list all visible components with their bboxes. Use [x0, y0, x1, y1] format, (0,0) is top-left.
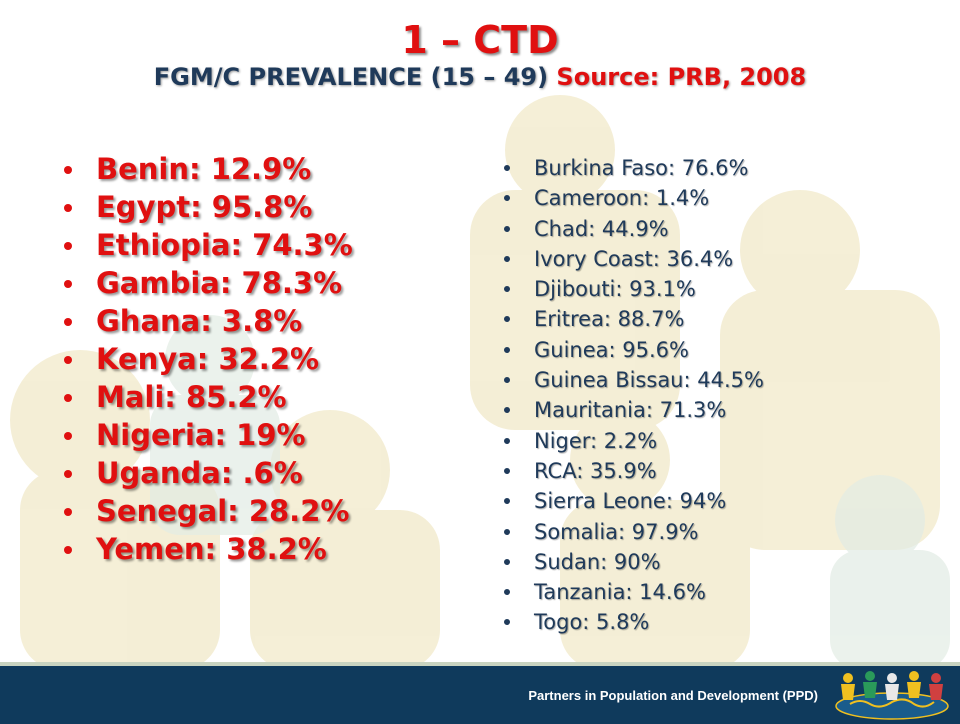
footer-text: Partners in Population and Development (…: [528, 688, 818, 703]
list-item: Ivory Coast: 36.4%: [500, 244, 764, 274]
list-item: Djibouti: 93.1%: [500, 274, 764, 304]
list-item: Eritrea: 88.7%: [500, 304, 764, 334]
list-item: Guinea Bissau: 44.5%: [500, 365, 764, 395]
list-item: Sierra Leone: 94%: [500, 486, 764, 516]
ppd-logo-icon: [835, 671, 949, 720]
slide-title: 1 – CTD: [401, 18, 559, 62]
left-country-list: Benin: 12.9% Egypt: 95.8% Ethiopia: 74.3…: [58, 150, 353, 568]
list-item: Gambia: 78.3%: [58, 264, 353, 302]
list-item: Egypt: 95.8%: [58, 188, 353, 226]
list-item: RCA: 35.9%: [500, 456, 764, 486]
subtitle-source: Source: PRB, 2008: [556, 63, 807, 91]
list-item: Chad: 44.9%: [500, 214, 764, 244]
subtitle-main: FGM/C PREVALENCE (15 – 49): [153, 63, 549, 91]
list-item: Mauritania: 71.3%: [500, 395, 764, 425]
list-item: Sudan: 90%: [500, 547, 764, 577]
list-item: Guinea: 95.6%: [500, 335, 764, 365]
list-item: Tanzania: 14.6%: [500, 577, 764, 607]
right-country-list: Burkina Faso: 76.6% Cameroon: 1.4% Chad:…: [500, 153, 764, 638]
list-item: Benin: 12.9%: [58, 150, 353, 188]
list-item: Uganda: .6%: [58, 454, 353, 492]
list-item: Mali: 85.2%: [58, 378, 353, 416]
list-item: Ethiopia: 74.3%: [58, 226, 353, 264]
list-item: Yemen: 38.2%: [58, 530, 353, 568]
list-item: Senegal: 28.2%: [58, 492, 353, 530]
title-block: 1 – CTD FGM/C PREVALENCE (15 – 49) Sourc…: [0, 18, 960, 92]
list-item: Kenya: 32.2%: [58, 340, 353, 378]
footer-bar: Partners in Population and Development (…: [0, 662, 960, 724]
list-item: Niger: 2.2%: [500, 426, 764, 456]
slide-subtitle: FGM/C PREVALENCE (15 – 49) Source: PRB, …: [0, 62, 960, 92]
list-item: Cameroon: 1.4%: [500, 183, 764, 213]
list-item: Somalia: 97.9%: [500, 517, 764, 547]
list-item: Nigeria: 19%: [58, 416, 353, 454]
list-item: Ghana: 3.8%: [58, 302, 353, 340]
list-item: Burkina Faso: 76.6%: [500, 153, 764, 183]
list-item: Togo: 5.8%: [500, 607, 764, 637]
